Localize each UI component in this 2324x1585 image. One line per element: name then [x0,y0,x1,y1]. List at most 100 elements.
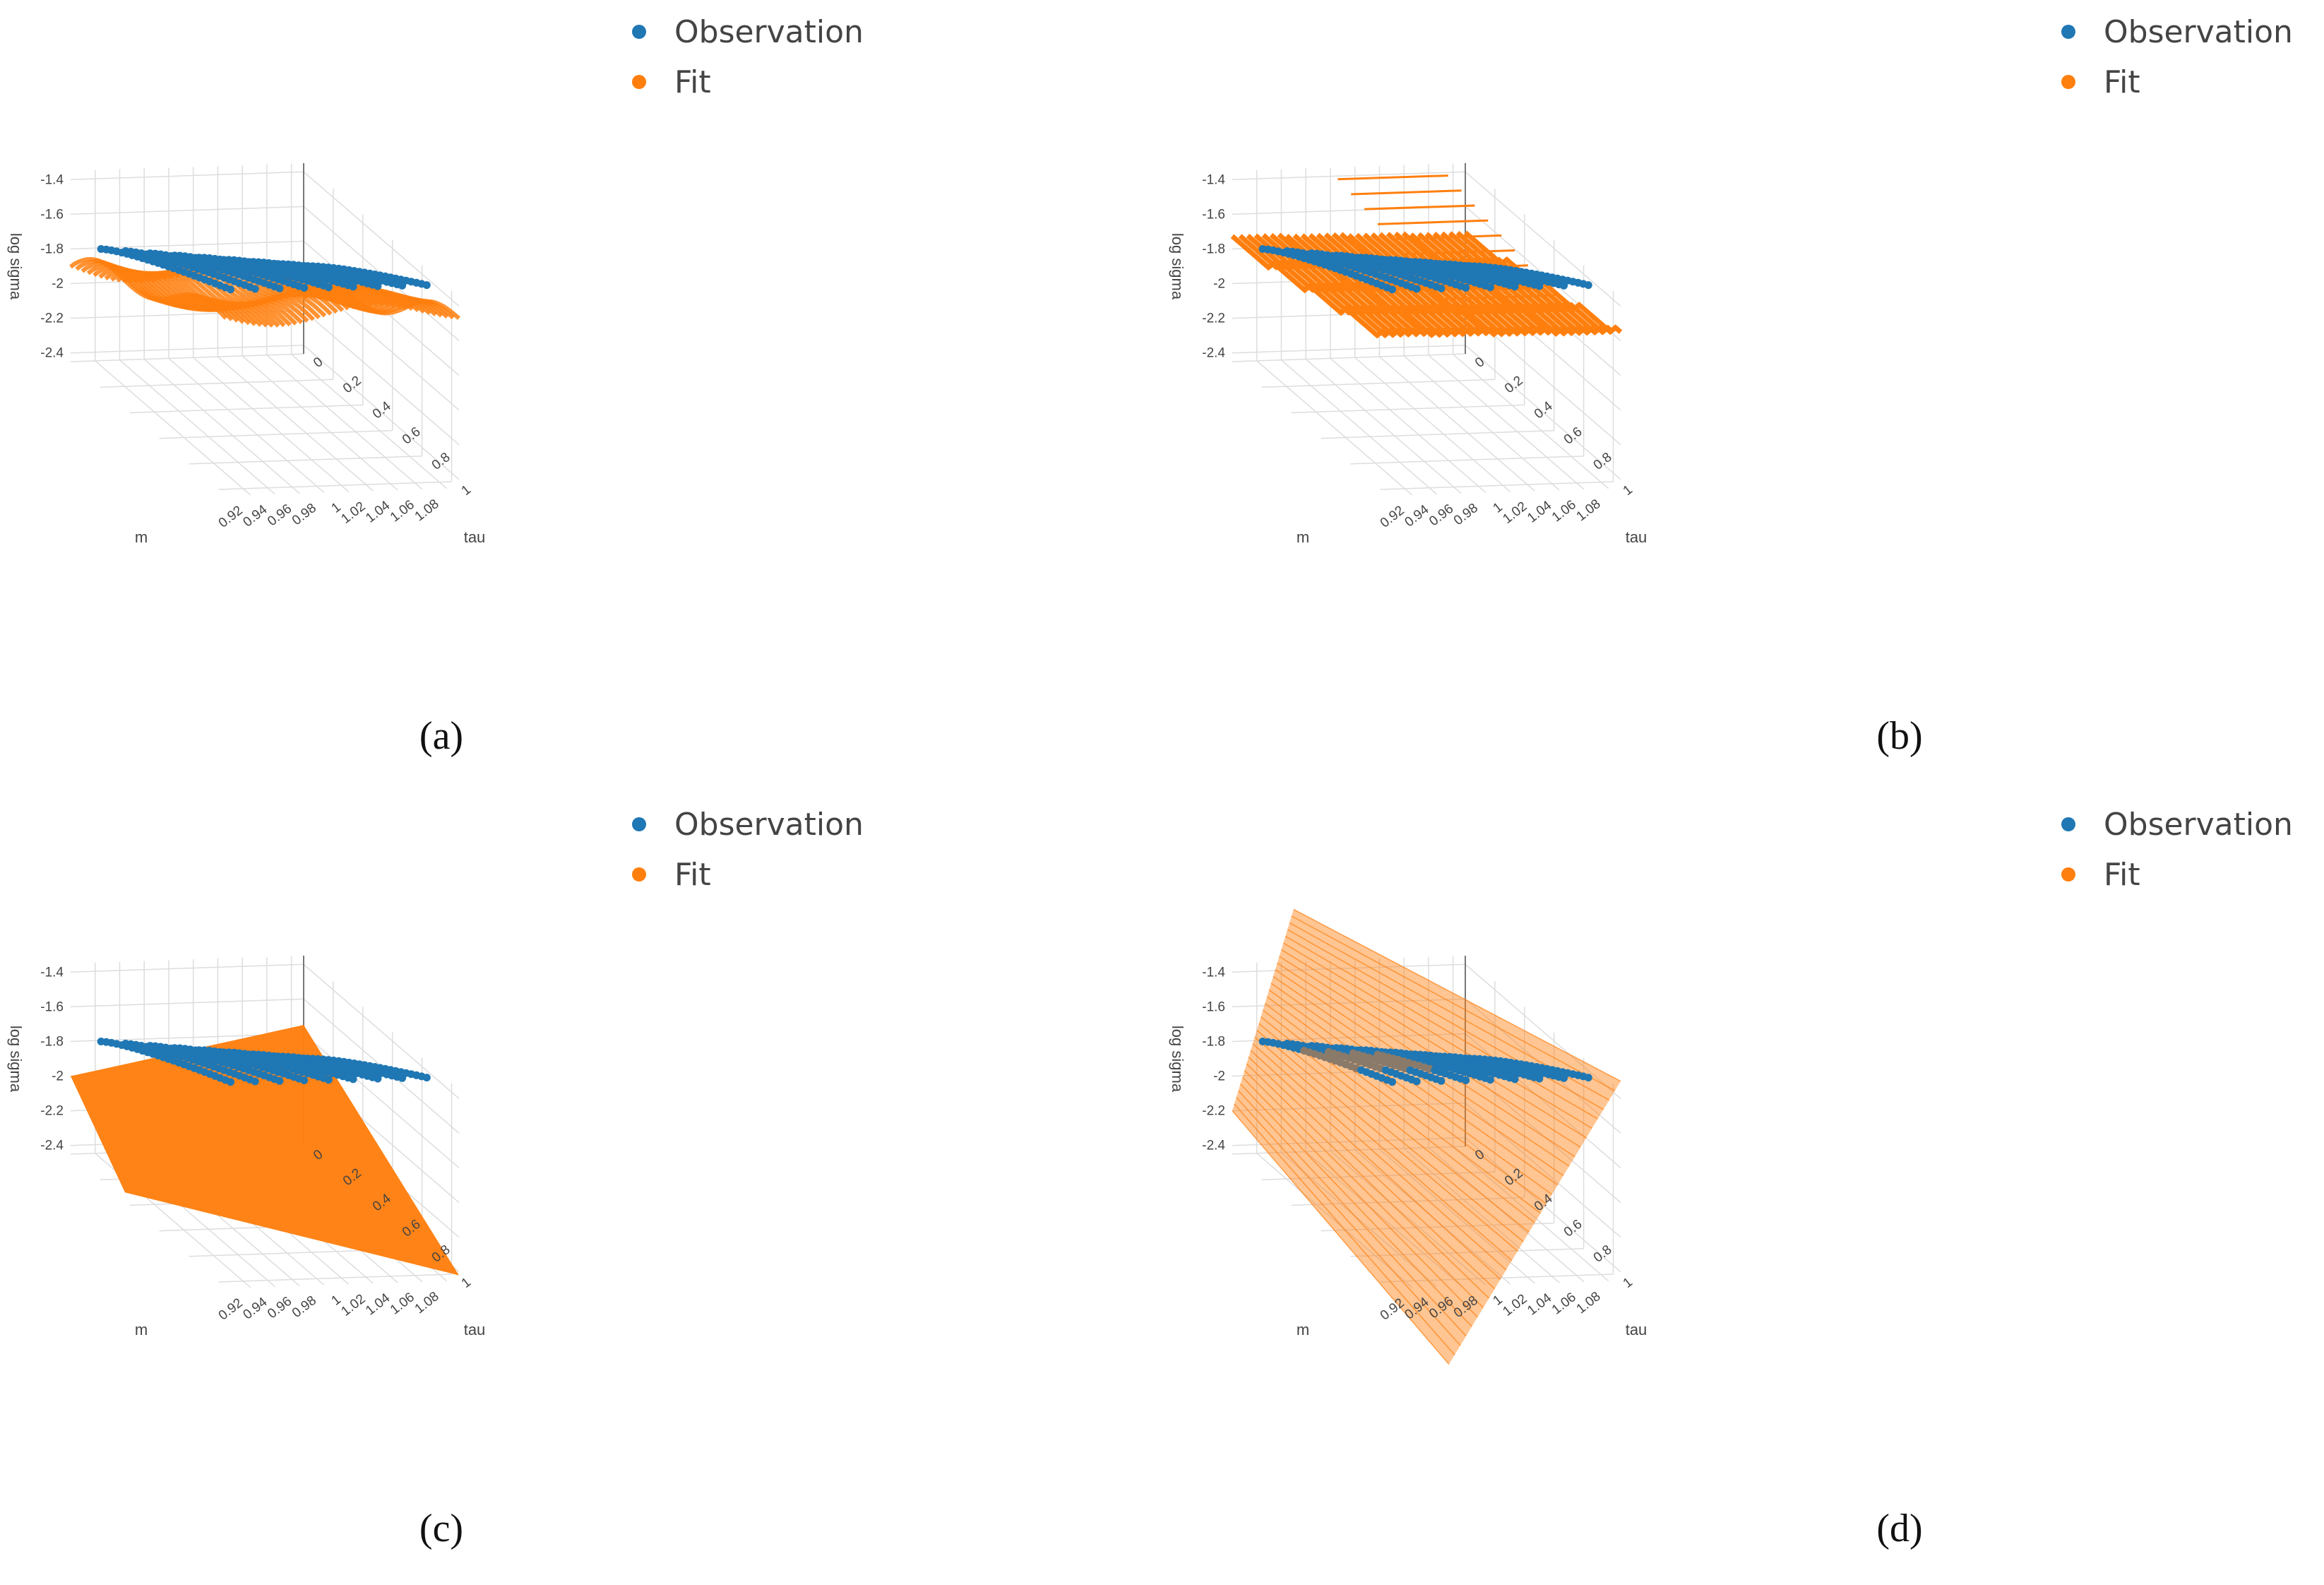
fit-mesh-line [1268,989,1553,1195]
legend-observation-label: Observation [674,14,864,50]
tau-axis-title: tau [464,528,486,546]
grid-line-m-floor [1354,357,1511,492]
z-tick-label: -2.4 [40,346,64,361]
grid-line-tau-floor [1291,1197,1525,1206]
fit-mesh-line [1236,1097,1461,1346]
observation-point [1535,282,1544,290]
observation-point [1388,1078,1396,1086]
grid-line-m-floor [119,360,275,495]
observation-point [422,1074,431,1082]
tau-tick-label: 1 [1621,482,1635,499]
legend-fit-marker [2061,867,2075,881]
observation-point [349,283,357,291]
grid-line-m-floor [1453,1146,1609,1282]
legend-fit-label: Fit [674,857,711,893]
grid-line-z-side [1232,171,1466,181]
m-tick-label: 0.92 [216,503,246,530]
grid-line-m-floor [1453,354,1609,489]
z-tick-label: -1.8 [40,1034,64,1049]
legend-fit-label: Fit [2104,857,2140,893]
m-tick-label: 1.08 [412,1289,442,1317]
grid-line-m-floor [266,355,423,490]
grid-line-m-floor [242,355,398,491]
chart-panel-a: -1.4 -1.6 -1.8 -2 -2.2 -2.4 1.08 1.06 1.04 1.02 1 0… [0,0,1162,792]
legend-observation-label: Observation [2104,807,2293,843]
z-tick-label: -2 [52,1069,64,1084]
fit-plane [71,1025,459,1276]
grid-line-m-floor [1256,360,1413,496]
m-axis-title: m [135,528,148,546]
legend-fit-label: Fit [674,64,711,100]
grid-line-z-side [1232,1136,1466,1146]
grid-line-m-floor [1280,360,1437,495]
grid-line-tau-floor [1380,1274,1614,1283]
z-tick-label: -1.8 [40,242,64,256]
tau-tick-label: 1 [459,482,474,499]
z-tick-label: -1.8 [1202,1034,1225,1049]
plot-area-a: -1.4-1.6-1.8-2-2.2-2.41.081.061.041.0210… [7,14,864,758]
tau-axis-title: tau [464,1321,486,1338]
z-tick-label: -1.4 [40,172,64,187]
observation-point [398,281,407,290]
grid-line-tau-floor [218,481,452,490]
tau-tick-label: 0.2 [1502,373,1526,396]
fit-mesh-line [1291,915,1616,1091]
m-tick-label: 0.98 [290,501,319,528]
grid-line-m-floor [168,357,325,493]
observation-point [1412,285,1421,293]
legend-fit-marker [2061,75,2075,89]
grid-line-m-floor [217,356,374,492]
observation-point [1510,1075,1519,1084]
fit-plane [1232,909,1621,1365]
grid-line-z-back [1465,963,1621,1099]
chart-c-svg: -1.4 -1.6 -1.8 -2 -2.2 -2.4 1.081.061.041.02 1 0… [7,807,864,1550]
tau-tick-label: 0.6 [1561,425,1585,448]
observation-point [227,285,234,294]
z-tick-label: -2 [1213,277,1225,292]
z-tick-label: -1.6 [1202,207,1225,222]
grid-line-m-floor [1305,1151,1462,1287]
fit-mesh-line [1232,1110,1450,1365]
m-tick-label: 1.02 [338,499,368,526]
tau-tick-label: 0.6 [1561,1217,1585,1240]
fit-mesh-line [1248,1057,1496,1290]
observation-point [1560,281,1568,290]
legend-observation-label: Observation [674,807,864,843]
grid-line-z-back [1465,1137,1621,1273]
grid-line-tau-floor [129,404,363,414]
plot-area-b: -1.4-1.6-1.8-2-2.2-2.41.081.061.041.0210… [1169,14,2293,758]
z-tick-label: -2.2 [40,1104,64,1119]
m-tick-label: 1.06 [388,1290,417,1317]
fit-mesh-line [1246,1063,1490,1299]
observation-point [324,1076,333,1084]
chart-d-svg: -1.4-1.6-1.8-2-2.2-2.41.081.061.041.0210… [1169,807,2293,1550]
grid-line-tau-floor [1291,404,1525,414]
fit-step-line [1444,294,1555,300]
observations-b [1258,245,1592,294]
grid-line-z-back [1465,1103,1621,1238]
grid-line-z-side [70,998,304,1008]
grid-line-tau-floor [100,379,333,388]
fit-surface-c [71,1025,459,1276]
m-tick-label: 0.98 [290,1293,319,1321]
m-tick-label: 1.02 [1500,499,1530,526]
grid-line-z-side [70,206,304,215]
m-tick-label: 1.08 [1574,497,1604,524]
m-tick-label: 0.92 [216,1295,246,1323]
grid-line-z-back [1465,345,1621,480]
z-tick-label: -2.4 [1202,346,1225,361]
grid-line-m-floor [1330,1150,1486,1286]
grid-line-m-floor [1428,355,1585,490]
chart-panel-c: -1.4 -1.6 -1.8 -2 -2.2 -2.4 1.08 1.06 1.04 1.02 1 0… [0,792,1162,1585]
grid-line-tau-floor [1232,1146,1466,1155]
grid-line-m-floor [1330,357,1486,493]
grid-line-z-side [1232,998,1466,1008]
m-tick-label: 0.94 [240,1295,270,1323]
observation-point [275,1076,284,1085]
grid-line-m-floor [1403,1148,1560,1283]
fit-mesh-line [1258,1023,1524,1242]
tau-tick-label: 0.4 [370,398,394,422]
z-tick-label: -1.4 [1202,965,1225,980]
legend-observation-marker [632,25,646,39]
fit-mesh-line [1241,1076,1478,1318]
